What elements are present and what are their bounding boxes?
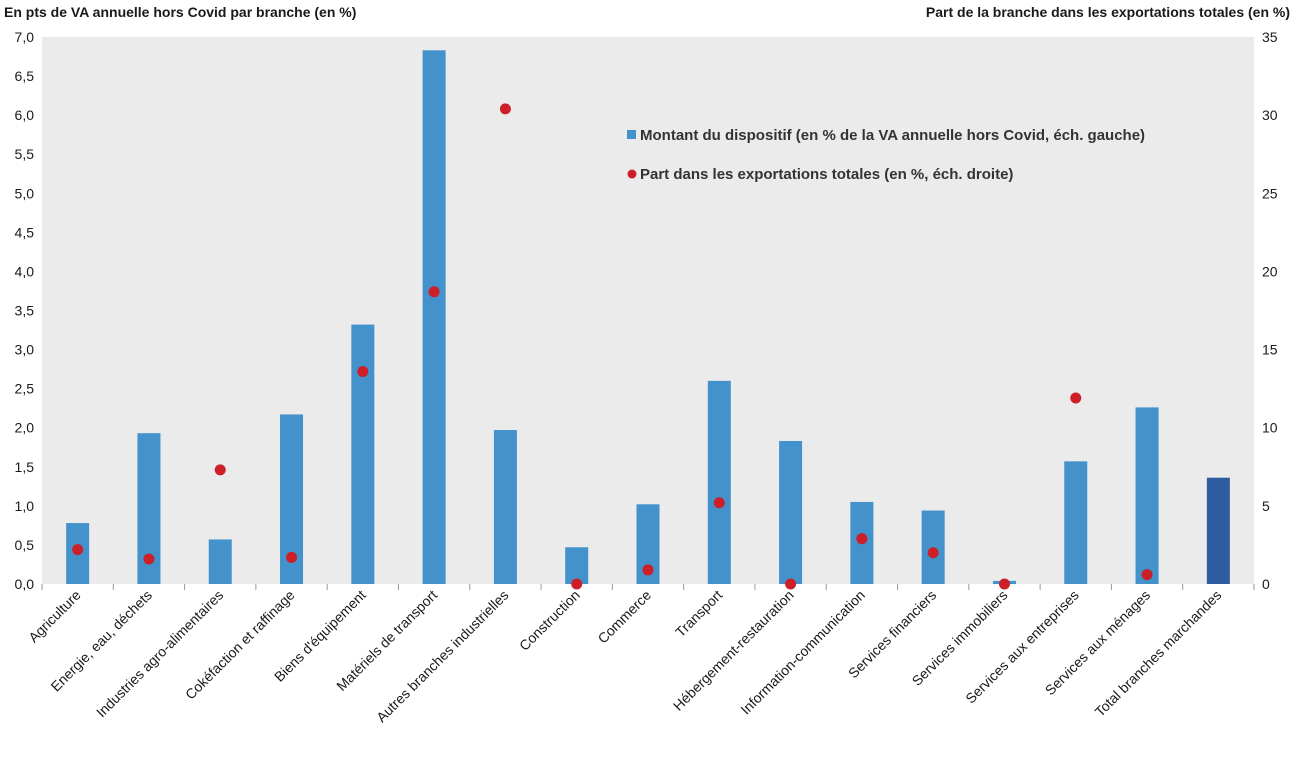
left-tick-label: 1,0 bbox=[15, 498, 35, 514]
left-tick-label: 6,0 bbox=[15, 107, 35, 123]
scatter-point bbox=[642, 564, 654, 576]
right-axis-title: Part de la branche dans les exportations… bbox=[925, 4, 1290, 20]
left-tick-label: 0,0 bbox=[15, 576, 35, 592]
bar bbox=[137, 433, 161, 584]
scatter-point bbox=[785, 578, 797, 590]
scatter-point bbox=[214, 464, 226, 476]
bar bbox=[422, 50, 446, 584]
scatter-point bbox=[927, 547, 939, 559]
left-tick-label: 6,5 bbox=[15, 68, 35, 84]
scatter-series bbox=[72, 103, 1153, 590]
right-tick-labels: 0 5 10 15 20 25 30 35 bbox=[1262, 29, 1278, 592]
left-tick-label: 2,0 bbox=[15, 420, 35, 436]
bar bbox=[351, 324, 375, 584]
scatter-point bbox=[428, 286, 440, 298]
category-label: Commerce bbox=[594, 587, 654, 647]
right-tick-label: 35 bbox=[1262, 29, 1278, 45]
x-ticks bbox=[41, 584, 1255, 590]
category-label: Information-communication bbox=[737, 587, 868, 718]
scatter-point bbox=[357, 365, 369, 377]
left-tick-label: 0,5 bbox=[15, 537, 35, 553]
bar bbox=[1064, 461, 1088, 584]
category-label: Agriculture bbox=[25, 587, 84, 646]
category-label: Industries agro-alimentaires bbox=[93, 587, 226, 720]
left-tick-label: 5,5 bbox=[15, 146, 35, 162]
right-tick-label: 30 bbox=[1262, 107, 1278, 123]
legend-label-bar: Montant du dispositif (en % de la VA ann… bbox=[640, 127, 1145, 144]
legend-label-point: Part dans les exportations totales (en %… bbox=[640, 166, 1013, 183]
category-label: Total branches marchandes bbox=[1092, 587, 1225, 720]
left-tick-label: 2,5 bbox=[15, 381, 35, 397]
scatter-point bbox=[72, 544, 84, 556]
bar bbox=[779, 440, 803, 584]
bar bbox=[208, 539, 232, 584]
left-tick-label: 4,0 bbox=[15, 263, 35, 279]
scatter-point bbox=[1070, 392, 1082, 404]
legend-swatch-point bbox=[627, 169, 637, 179]
bar bbox=[280, 414, 304, 584]
left-tick-label: 1,5 bbox=[15, 459, 35, 475]
left-tick-labels: 0,0 0,5 1,0 1,5 2,0 2,5 3,0 3,5 4,0 4,5 5,0 5,5 6,0 6… bbox=[15, 29, 35, 592]
right-tick-label: 0 bbox=[1262, 576, 1270, 592]
plot-area bbox=[42, 37, 1254, 584]
scatter-point bbox=[571, 578, 583, 590]
category-label: Transport bbox=[672, 587, 725, 640]
scatter-point bbox=[1141, 569, 1153, 581]
left-tick-label: 7,0 bbox=[15, 29, 35, 45]
bar bbox=[1135, 407, 1159, 584]
left-tick-label: 3,5 bbox=[15, 303, 35, 319]
right-tick-label: 15 bbox=[1262, 342, 1278, 358]
left-tick-label: 4,5 bbox=[15, 224, 35, 240]
right-tick-label: 20 bbox=[1262, 263, 1278, 279]
bar bbox=[636, 504, 660, 584]
category-label: Hébergement-restauration bbox=[670, 587, 797, 714]
right-tick-label: 25 bbox=[1262, 185, 1278, 201]
bar bbox=[493, 430, 517, 584]
scatter-point bbox=[713, 497, 725, 509]
bar-series bbox=[66, 50, 1230, 584]
bar bbox=[565, 547, 589, 584]
legend-swatch-bar bbox=[627, 130, 636, 139]
bar bbox=[707, 380, 731, 584]
category-label: Construction bbox=[516, 587, 583, 654]
scatter-point bbox=[286, 551, 298, 563]
left-tick-label: 3,0 bbox=[15, 342, 35, 358]
category-label: Autres branches industrielles bbox=[373, 587, 511, 725]
left-tick-label: 5,0 bbox=[15, 185, 35, 201]
right-tick-label: 5 bbox=[1262, 498, 1270, 514]
scatter-point bbox=[856, 533, 868, 545]
legend: Montant du dispositif (en % de la VA ann… bbox=[627, 127, 1145, 183]
bar bbox=[1206, 477, 1230, 584]
scatter-point bbox=[998, 578, 1010, 590]
right-tick-label: 10 bbox=[1262, 420, 1278, 436]
left-axis-title: En pts de VA annuelle hors Covid par bra… bbox=[4, 4, 357, 20]
scatter-point bbox=[143, 553, 155, 565]
scatter-point bbox=[499, 103, 511, 115]
